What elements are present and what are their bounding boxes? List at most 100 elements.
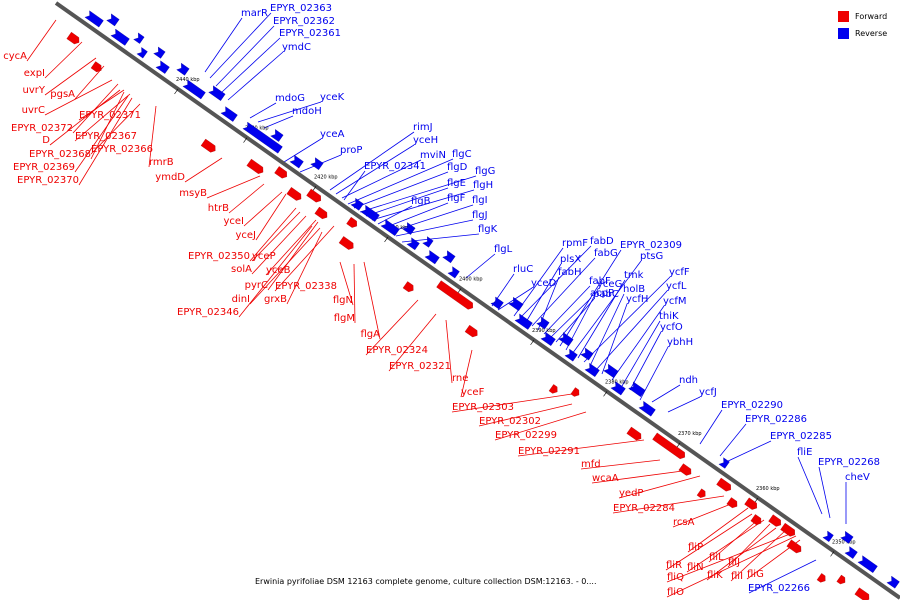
legend-forward-label: Forward bbox=[855, 12, 888, 21]
forward-gene-feature bbox=[314, 206, 328, 220]
reverse-swatch bbox=[838, 28, 849, 39]
reverse-leader-line bbox=[335, 144, 415, 195]
forward-leader-line bbox=[255, 193, 287, 241]
reverse-leader-line bbox=[249, 102, 277, 119]
reverse-gene-label: ybhH bbox=[667, 337, 693, 348]
reverse-leader-line bbox=[589, 293, 625, 367]
forward-gene-label: EPYR_02321 bbox=[389, 361, 451, 372]
reverse-gene-feature bbox=[603, 363, 619, 378]
forward-gene-feature bbox=[726, 497, 738, 509]
reverse-leader-line bbox=[383, 202, 449, 229]
reverse-gene-feature bbox=[718, 457, 730, 469]
reverse-gene-feature bbox=[106, 13, 120, 27]
reverse-gene-feature bbox=[402, 222, 416, 235]
reverse-gene-feature bbox=[424, 250, 440, 265]
legend-forward: Forward bbox=[838, 8, 887, 25]
forward-gene-label: uvrY bbox=[23, 85, 46, 96]
reverse-gene-label: ycfH bbox=[626, 294, 648, 305]
forward-gene-feature bbox=[346, 216, 357, 228]
forward-leader-line bbox=[363, 261, 381, 340]
forward-gene-feature bbox=[816, 573, 826, 583]
reverse-gene-label: fabF bbox=[589, 276, 611, 287]
forward-gene-feature bbox=[464, 324, 478, 338]
forward-gene-label: EPYR_02303 bbox=[452, 402, 514, 413]
reverse-gene-feature bbox=[182, 79, 206, 100]
reverse-leader-line bbox=[519, 245, 592, 319]
forward-leader-line bbox=[249, 207, 297, 262]
reverse-gene-label: flgE bbox=[447, 178, 466, 189]
forward-gene-label: EPYR_02284 bbox=[613, 503, 675, 514]
reverse-leader-line bbox=[818, 466, 831, 519]
forward-leader-line bbox=[44, 57, 97, 96]
reverse-gene-feature bbox=[638, 400, 656, 417]
tick-label: 2420 kbp bbox=[314, 174, 338, 180]
tick-mark bbox=[603, 391, 608, 397]
reverse-leader-line bbox=[209, 12, 272, 79]
forward-leader-line bbox=[517, 439, 645, 457]
reverse-gene-label: EPYR_02285 bbox=[770, 431, 832, 442]
reverse-gene-feature bbox=[628, 381, 646, 398]
forward-leader-line bbox=[580, 459, 661, 470]
reverse-gene-label: yceD bbox=[531, 278, 557, 289]
reverse-gene-label: flgI bbox=[472, 195, 488, 206]
reverse-leader-line bbox=[571, 260, 642, 355]
forward-leader-line bbox=[228, 183, 265, 214]
reverse-gene-label: flgJ bbox=[472, 210, 488, 221]
forward-leader-line bbox=[478, 403, 573, 427]
forward-leader-line bbox=[727, 523, 771, 568]
reverse-gene-label: ycfJ bbox=[699, 387, 717, 398]
forward-gene-label: yceJ bbox=[235, 230, 256, 241]
forward-gene-feature bbox=[780, 522, 795, 537]
reverse-gene-label: fabG bbox=[594, 248, 618, 259]
reverse-leader-line bbox=[491, 273, 515, 307]
reverse-gene-feature bbox=[442, 250, 456, 264]
forward-gene-feature bbox=[854, 587, 870, 600]
forward-gene-feature bbox=[750, 514, 762, 525]
reverse-gene-label: EPYR_02362 bbox=[273, 16, 335, 27]
forward-leader-line bbox=[249, 227, 321, 305]
forward-leader-line bbox=[148, 105, 157, 168]
forward-gene-label: fliP bbox=[688, 542, 703, 553]
forward-gene-feature bbox=[286, 187, 302, 201]
forward-swatch bbox=[838, 11, 849, 22]
tick-mark bbox=[174, 88, 179, 95]
reverse-gene-feature bbox=[558, 332, 574, 347]
forward-leader-line bbox=[618, 475, 701, 499]
reverse-gene-label: proP bbox=[340, 145, 362, 156]
reverse-gene-feature bbox=[155, 60, 170, 74]
tick-mark bbox=[530, 339, 535, 346]
reverse-gene-label: flgC bbox=[452, 149, 472, 160]
forward-gene-feature bbox=[786, 539, 802, 554]
reverse-leader-line bbox=[215, 25, 275, 87]
reverse-gene-feature bbox=[857, 555, 878, 573]
reverse-gene-label: plsX bbox=[560, 254, 581, 265]
forward-gene-label: EPYR_02366 bbox=[91, 144, 153, 155]
reverse-gene-feature bbox=[508, 296, 524, 312]
reverse-gene-label: ndh bbox=[679, 375, 698, 386]
forward-gene-label: yedP bbox=[619, 488, 643, 499]
reverse-gene-feature bbox=[422, 236, 434, 248]
reverse-leader-line bbox=[329, 131, 415, 191]
tick-label: 2400 kbp bbox=[459, 277, 483, 283]
reverse-gene-label: holB bbox=[623, 284, 645, 295]
reverse-gene-label: yceG bbox=[597, 279, 622, 290]
forward-leader-line bbox=[265, 219, 317, 276]
reverse-gene-label: EPYR_02268 bbox=[818, 457, 880, 468]
reverse-leader-line bbox=[389, 204, 474, 233]
forward-leader-line bbox=[365, 299, 419, 356]
forward-gene-label: EPYR_02302 bbox=[479, 416, 541, 427]
reverse-leader-line bbox=[549, 297, 592, 339]
reverse-gene-feature bbox=[176, 62, 190, 76]
reverse-gene-label: mdoH bbox=[292, 106, 322, 117]
forward-gene-label: EPYR_02369 bbox=[13, 162, 75, 173]
forward-gene-label: EPYR_02367 bbox=[75, 131, 137, 142]
reverse-gene-feature bbox=[840, 530, 854, 544]
forward-leader-line bbox=[672, 501, 737, 528]
reverse-gene-feature bbox=[580, 347, 594, 361]
forward-leader-line bbox=[26, 19, 57, 62]
forward-gene-feature bbox=[696, 488, 706, 498]
reverse-gene-label: pabC bbox=[593, 289, 619, 300]
forward-leader-line bbox=[388, 313, 437, 372]
reverse-leader-line bbox=[555, 298, 595, 343]
